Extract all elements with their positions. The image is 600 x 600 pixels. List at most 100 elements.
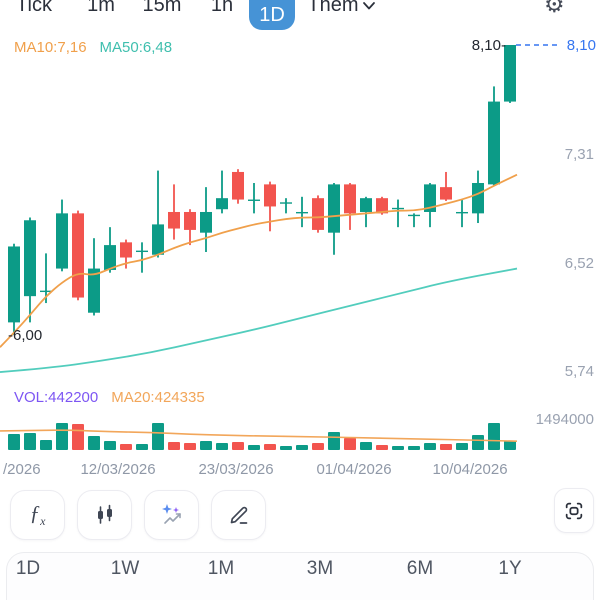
- candlestick-icon: [97, 504, 112, 524]
- volume-bar: [440, 444, 452, 450]
- ma-legend: MA10:7,16 MA50:6,48: [14, 39, 172, 56]
- volume-ma20-legend-value: MA20:424335: [111, 389, 205, 406]
- volume-legend: VOL:442200 MA20:424335: [14, 389, 205, 406]
- price-axis-label: 5,74: [564, 362, 594, 380]
- candle-body: [184, 211, 196, 230]
- candle-body: [216, 198, 228, 210]
- candle-body: [424, 184, 436, 212]
- candle-body: [472, 183, 484, 214]
- tab-1d[interactable]: 1D: [249, 0, 295, 30]
- candle-body: [72, 213, 84, 298]
- date-label: 23/03/2026: [198, 461, 274, 478]
- pencil-icon: [230, 506, 247, 524]
- volume-bar: [376, 444, 388, 450]
- price-chart[interactable]: [0, 0, 600, 480]
- range-tab-1y[interactable]: 1Y: [498, 558, 522, 579]
- volume-bar: [200, 440, 212, 450]
- volume-bar: [424, 443, 436, 450]
- volume-bar: [168, 441, 180, 450]
- scan-frame-icon: [565, 502, 583, 519]
- range-tab-1w[interactable]: 1W: [110, 558, 140, 579]
- volume-bar: [152, 423, 164, 450]
- range-tab-3m[interactable]: 3M: [306, 558, 334, 579]
- candle-body: [440, 187, 452, 200]
- candle-body: [232, 171, 244, 200]
- chevron-down-icon[interactable]: [362, 1, 376, 11]
- fullscreen-button[interactable]: [554, 488, 594, 533]
- range-selector-sheet: [6, 552, 594, 600]
- volume-bar: [360, 441, 372, 450]
- volume-bar: [472, 434, 484, 450]
- volume-bar: [72, 424, 84, 450]
- volume-bar: [88, 435, 100, 450]
- candle-body: [280, 202, 292, 204]
- tab-1m[interactable]: 1m: [87, 0, 115, 16]
- ma50-line: [0, 267, 518, 373]
- volume-bar: [456, 443, 468, 450]
- volume-axis-label: 1494000: [535, 411, 594, 428]
- volume-bar: [408, 445, 420, 450]
- candle-body: [392, 207, 404, 210]
- last-price-label: 8,10: [566, 37, 596, 54]
- candle-body: [296, 211, 308, 214]
- indicators-fx-button[interactable]: ƒx: [10, 490, 65, 540]
- candle-body: [200, 211, 212, 233]
- volume-bar: [328, 431, 340, 450]
- sparkles-icon: [161, 504, 181, 524]
- range-tab-1d[interactable]: 1D: [15, 558, 41, 579]
- tab-15m[interactable]: 15m: [142, 0, 182, 16]
- volume-bar: [56, 423, 68, 450]
- volume-bar: [104, 440, 116, 450]
- candle-body: [24, 220, 36, 297]
- date-label: 01/04/2026: [316, 461, 392, 478]
- price-axis-label: 6,52: [564, 255, 594, 273]
- price-axis-label: 7,31: [564, 146, 594, 164]
- volume-ma20-line: [0, 429, 518, 442]
- candle-body: [56, 213, 68, 269]
- low-price-marker: -6,00: [8, 326, 43, 344]
- volume-bar: [136, 444, 148, 450]
- date-label: 10/04/2026: [432, 461, 508, 478]
- range-tab-6m[interactable]: 6M: [406, 558, 434, 579]
- ma10-line: [0, 173, 518, 348]
- volume-bar: [8, 434, 20, 450]
- candle-body: [504, 45, 516, 102]
- volume-legend-value: VOL:442200: [14, 389, 99, 406]
- volume-bar: [120, 444, 132, 450]
- high-price-marker: 8,10-: [471, 37, 506, 54]
- candle-body: [248, 199, 260, 201]
- candle-body: [312, 198, 324, 230]
- volume-bar: [312, 443, 324, 450]
- volume-bar: [488, 423, 500, 450]
- tab-1h[interactable]: 1h: [210, 0, 234, 16]
- range-tab-1m[interactable]: 1M: [207, 558, 235, 579]
- candle-body: [488, 101, 500, 185]
- date-label: 12/03/2026: [80, 461, 156, 478]
- date-label: /2026: [3, 461, 41, 478]
- tab-thêm[interactable]: Thêm: [307, 0, 359, 16]
- volume-bar: [504, 440, 516, 450]
- volume-bar: [248, 444, 260, 450]
- candle-body: [376, 198, 388, 214]
- draw-button[interactable]: [211, 490, 266, 540]
- volume-bar: [392, 445, 404, 450]
- ma50-legend-value: MA50:6,48: [99, 39, 173, 56]
- chart-type-button[interactable]: [77, 490, 132, 540]
- volume-bar: [296, 444, 308, 450]
- volume-bar: [40, 439, 52, 450]
- candle-body: [40, 290, 52, 293]
- fx-icon: ƒx: [29, 500, 46, 529]
- candle-body: [408, 214, 420, 217]
- candle-body: [104, 245, 116, 270]
- candle-body: [136, 250, 148, 253]
- candle-body: [456, 211, 468, 214]
- ai-tools-button[interactable]: [144, 490, 199, 540]
- volume-bar: [264, 444, 276, 450]
- candle-body: [360, 198, 372, 212]
- volume-bar: [344, 438, 356, 450]
- gear-icon[interactable]: ⚙: [544, 0, 565, 17]
- ma10-legend-value: MA10:7,16: [14, 39, 87, 56]
- volume-bar: [24, 433, 36, 450]
- candle-body: [88, 268, 100, 313]
- tab-tick[interactable]: Tick: [16, 0, 52, 16]
